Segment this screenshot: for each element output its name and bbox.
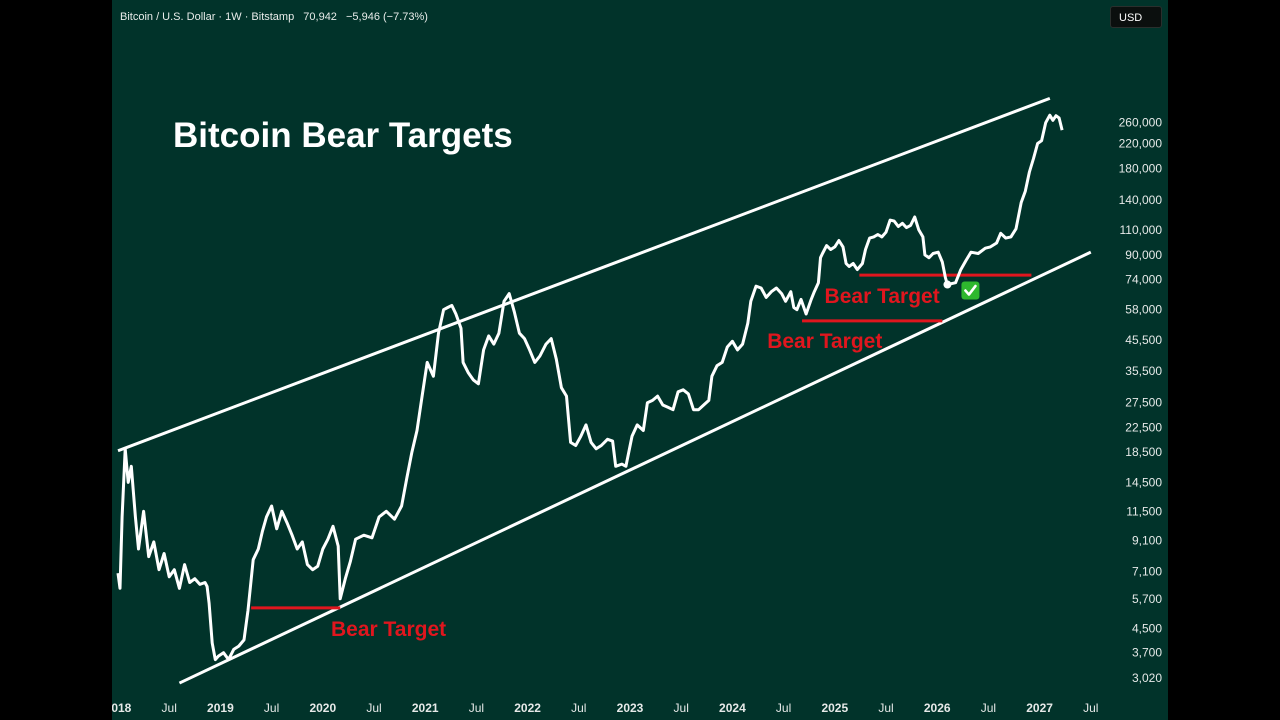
price-axis-label: 9,100 <box>1132 534 1162 548</box>
price-axis-label: 7,100 <box>1132 564 1162 578</box>
price-axis-label: 11,500 <box>1126 504 1162 518</box>
price-axis-label: 220,000 <box>1119 136 1163 150</box>
price-axis-label: 90,000 <box>1125 248 1162 262</box>
time-axis-label: 2025 <box>821 701 848 715</box>
price-axis-label: 180,000 <box>1119 161 1163 175</box>
price-axis-label: 140,000 <box>1119 193 1163 207</box>
check-mark-glyph <box>964 284 977 296</box>
price-axis-label: 110,000 <box>1120 223 1163 237</box>
chart-area[interactable]: Bitcoin / U.S. Dollar · 1W · Bitstamp 70… <box>112 0 1168 720</box>
time-axis-label: Jul <box>264 701 279 715</box>
bear-target-label-3: Bear Target <box>825 285 940 308</box>
channel-upper-line <box>117 96 1051 453</box>
price-axis-label: 35,500 <box>1125 364 1162 378</box>
price-axis-label: 3,020 <box>1132 671 1162 685</box>
price-axis-label: 14,500 <box>1125 475 1162 489</box>
price-axis-label: 27,500 <box>1125 396 1162 410</box>
time-axis-label: Jul <box>981 701 996 715</box>
chart-title: Bitcoin Bear Targets <box>173 116 513 155</box>
price-axis-label: 74,000 <box>1125 272 1162 286</box>
time-axis-label: 2027 <box>1026 701 1053 715</box>
time-axis-label: 2022 <box>514 701 541 715</box>
chart-canvas: Bear Target Bear Target Bear Target Bitcoin… <box>112 96 1163 715</box>
bear-target-label-2: Bear Target <box>767 330 882 353</box>
price-axis-label: 45,500 <box>1125 333 1162 347</box>
price-series-line <box>116 113 1064 662</box>
channel-lower-line <box>178 250 1092 685</box>
price-axis-label: 3,700 <box>1132 646 1162 660</box>
time-axis-label: Jul <box>366 701 381 715</box>
time-axis-label: Jul <box>162 701 177 715</box>
time-axis-label: Jul <box>571 701 586 715</box>
time-axis-label: Jul <box>1083 701 1098 715</box>
time-axis-label: Jul <box>878 701 893 715</box>
time-axis-label: 2023 <box>617 701 644 715</box>
time-axis-label: 2018 <box>112 701 132 715</box>
time-axis-label: 2019 <box>207 701 234 715</box>
time-axis-label: Jul <box>469 701 484 715</box>
time-axis-label: 2021 <box>412 701 439 715</box>
bear-target-label-1: Bear Target <box>331 618 446 641</box>
price-axis-label: 22,500 <box>1125 421 1162 435</box>
time-axis-label: 2026 <box>924 701 951 715</box>
price-axis-label: 4,500 <box>1132 621 1162 635</box>
time-axis-label: 2024 <box>719 701 746 715</box>
time-axis-label: Jul <box>674 701 689 715</box>
time-axis-label: 2020 <box>309 701 336 715</box>
price-axis-label: 58,000 <box>1125 303 1162 317</box>
price-axis-label: 18,500 <box>1125 445 1162 459</box>
price-axis-label: 5,700 <box>1132 592 1162 606</box>
current-price-marker <box>943 280 952 289</box>
currency-button[interactable]: USD <box>1110 6 1162 28</box>
time-axis-label: Jul <box>776 701 791 715</box>
price-axis-label: 260,000 <box>1119 116 1163 130</box>
symbol-header: Bitcoin / U.S. Dollar · 1W · Bitstamp 70… <box>120 11 434 23</box>
price-change: −5,946 (−7.73%) <box>346 11 428 23</box>
symbol-name: Bitcoin / U.S. Dollar · 1W · Bitstamp <box>120 11 295 23</box>
last-price: 70,942 <box>303 11 337 23</box>
